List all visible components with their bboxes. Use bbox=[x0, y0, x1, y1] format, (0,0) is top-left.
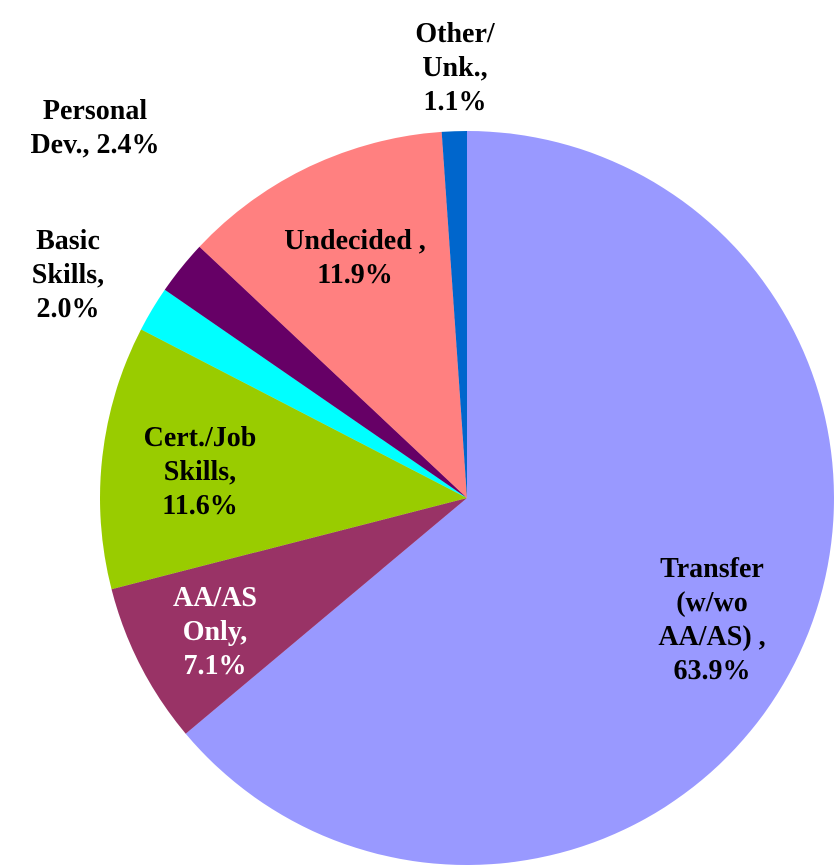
pie-slice bbox=[199, 131, 468, 498]
category-label: Personal Dev., bbox=[30, 95, 148, 160]
category-label: Cert./Job Skills, bbox=[143, 422, 257, 487]
value-label: 11.6% bbox=[162, 490, 238, 521]
slice-label: AA/AS Only, 7.1% bbox=[155, 581, 275, 683]
category-label: Other/ Unk., bbox=[415, 18, 495, 83]
category-label: Undecided , bbox=[284, 225, 426, 256]
pie-slice bbox=[185, 131, 834, 865]
pie-slice bbox=[100, 329, 468, 590]
value-label: 7.1% bbox=[183, 650, 247, 681]
category-label: AA/AS Only, bbox=[172, 582, 257, 647]
category-label: Basic Skills, bbox=[31, 225, 105, 290]
pie-slice bbox=[441, 131, 467, 498]
slice-label: Cert./Job Skills, 11.6% bbox=[125, 421, 275, 523]
slice-label: Undecided , 11.9% bbox=[260, 224, 450, 292]
value-label: 1.1% bbox=[423, 86, 487, 117]
value-label: 63.9% bbox=[673, 655, 751, 686]
slice-label: Personal Dev., 2.4% bbox=[20, 94, 170, 162]
value-label: 11.9% bbox=[317, 259, 393, 290]
category-label: Transfer (w/wo AA/AS) , bbox=[658, 553, 766, 652]
pie-slice bbox=[111, 498, 468, 734]
value-label: 2.0% bbox=[36, 293, 100, 324]
pie-slice bbox=[141, 289, 467, 498]
slice-label: Transfer (w/wo AA/AS) , 63.9% bbox=[632, 552, 792, 688]
value-label: 2.4% bbox=[96, 129, 160, 160]
pie-slice bbox=[164, 246, 467, 498]
slice-label: Basic Skills, 2.0% bbox=[18, 224, 118, 326]
slice-label: Other/ Unk., 1.1% bbox=[405, 17, 505, 119]
